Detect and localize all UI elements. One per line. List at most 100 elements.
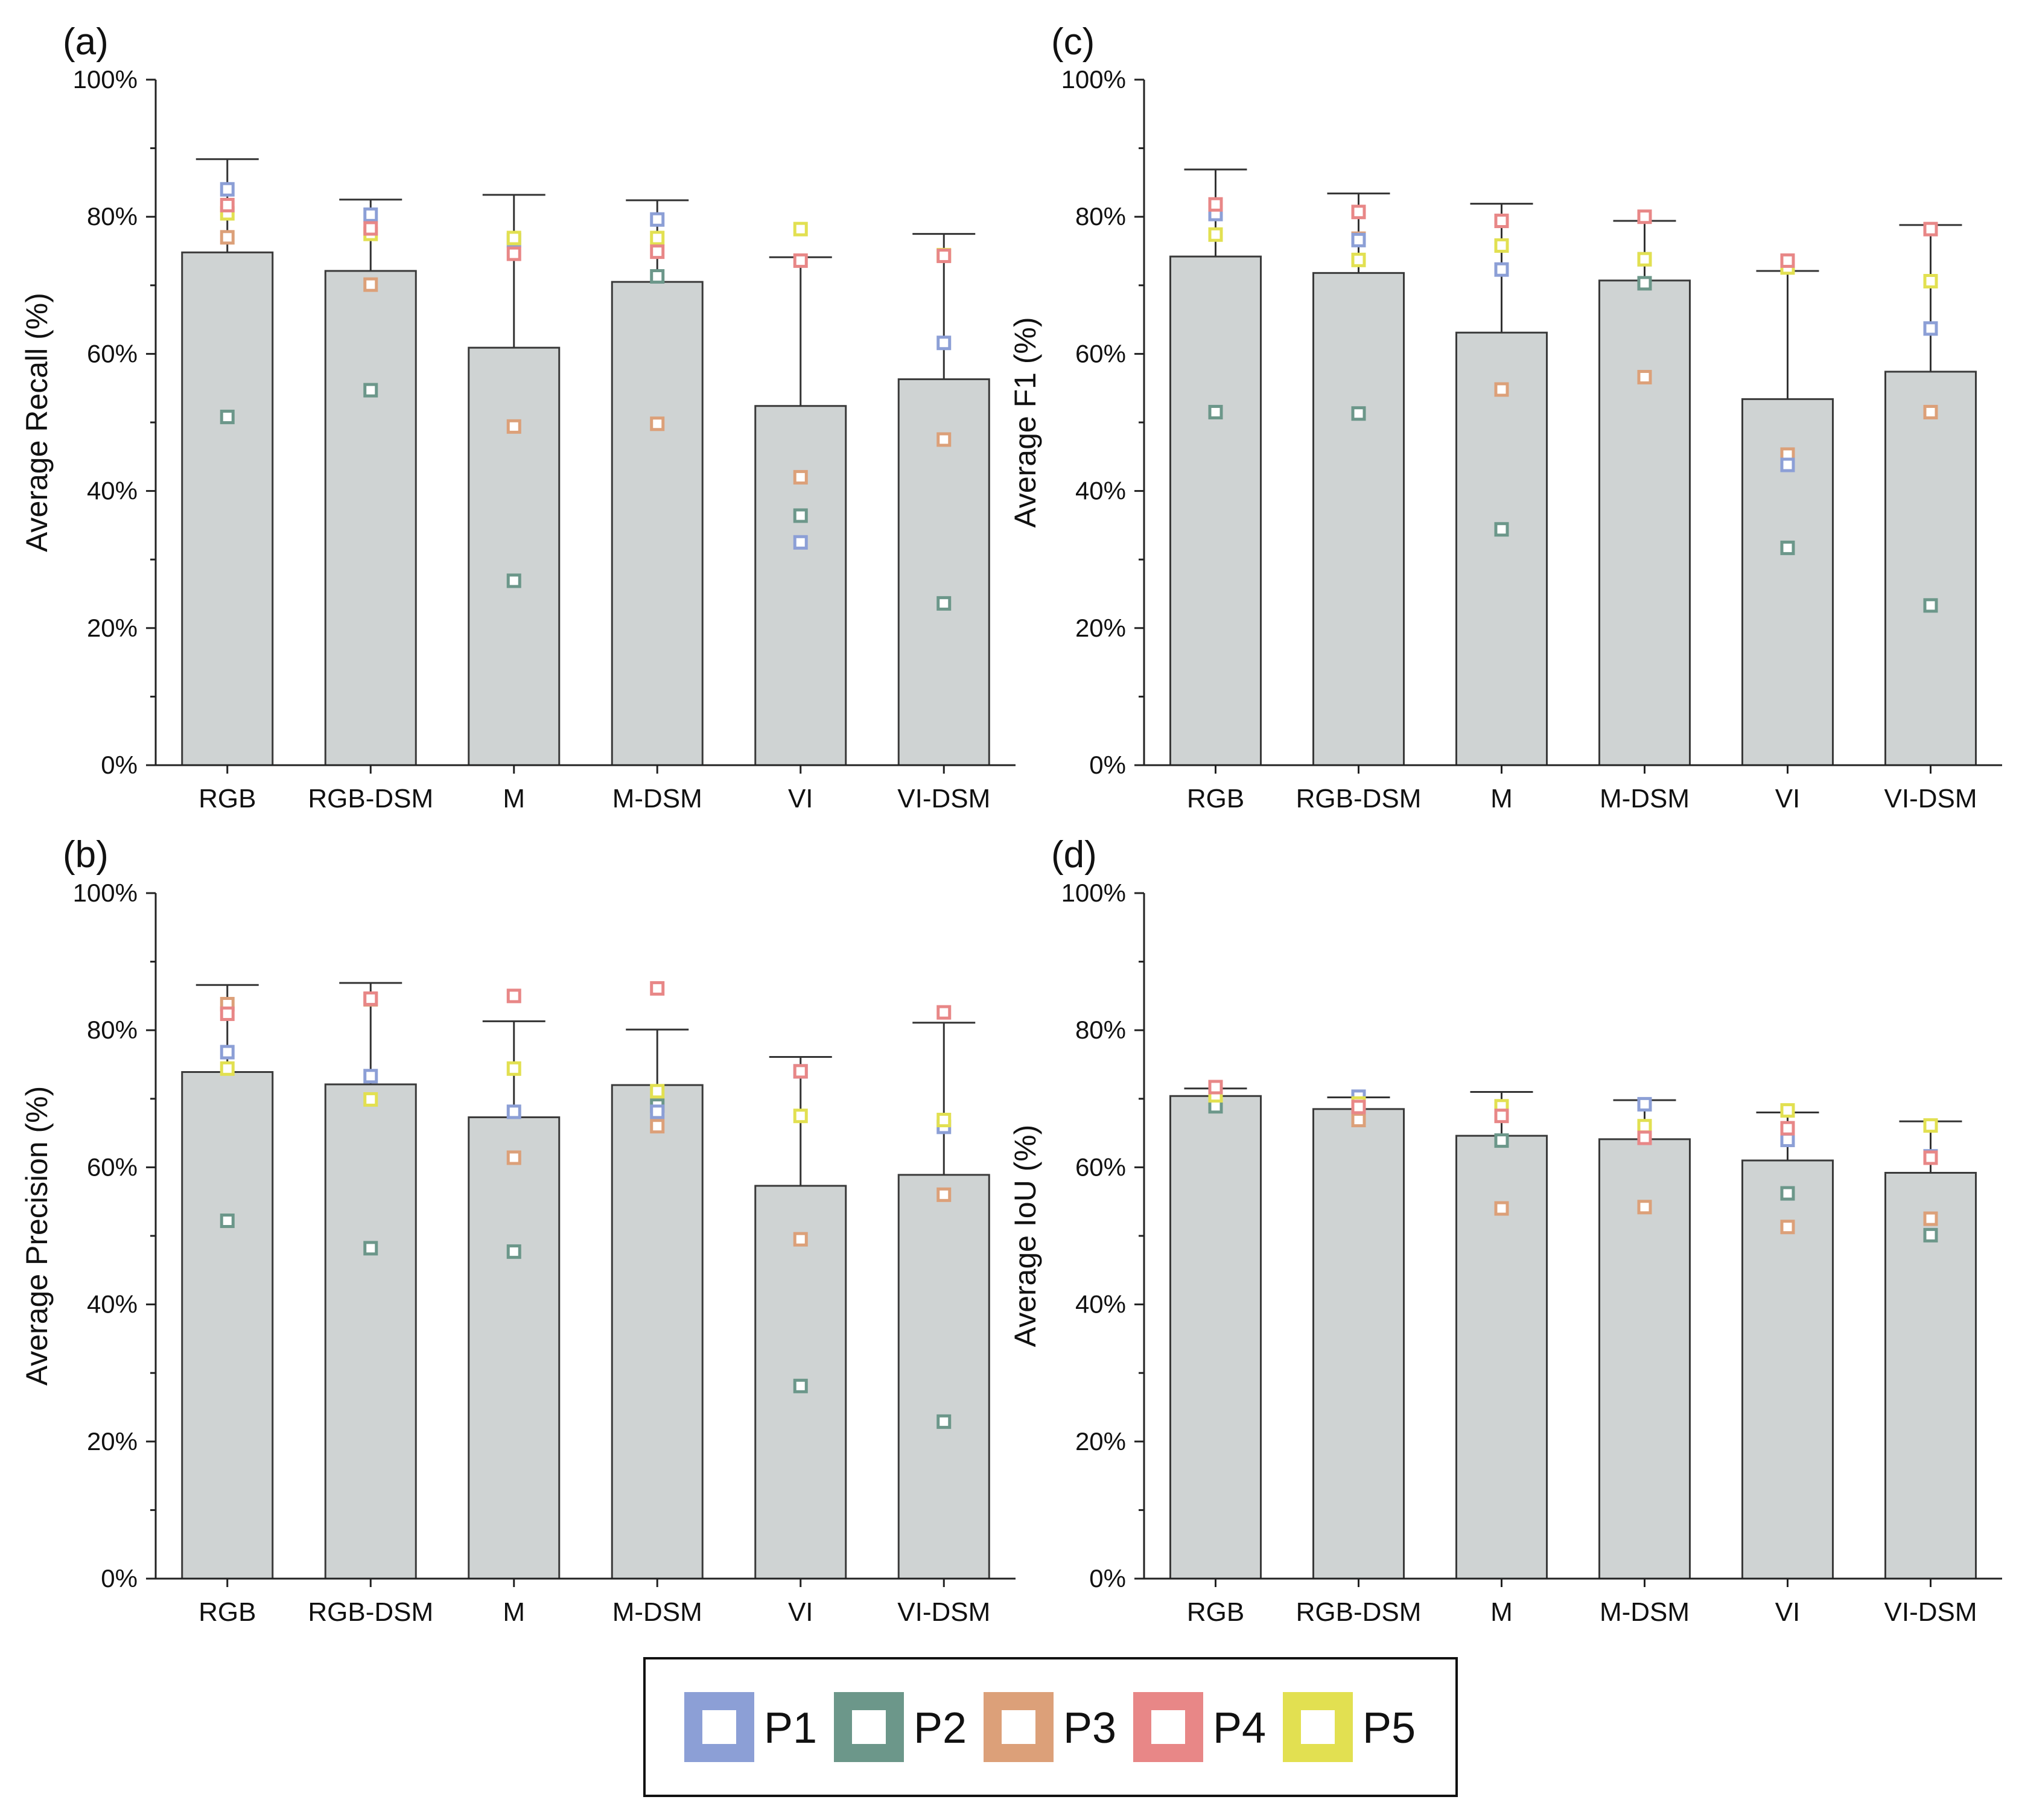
point-marker-p5 bbox=[1637, 252, 1652, 267]
x-tick-label: VI bbox=[1775, 784, 1801, 813]
point-marker-p2 bbox=[506, 1244, 521, 1259]
y-tick-label: 80% bbox=[1075, 1016, 1126, 1044]
y-tick-label: 80% bbox=[1075, 202, 1126, 231]
x-tick-label: M-DSM bbox=[612, 784, 702, 813]
x-tick-label: M-DSM bbox=[1600, 1597, 1690, 1627]
point-marker-p5 bbox=[363, 1092, 378, 1107]
point-marker-p2 bbox=[1351, 406, 1366, 421]
point-marker-p2 bbox=[1494, 522, 1509, 537]
y-tick-label: 60% bbox=[1075, 339, 1126, 368]
point-marker-p5 bbox=[793, 221, 808, 237]
legend-swatch-center bbox=[1301, 1710, 1335, 1744]
bar bbox=[754, 1185, 847, 1580]
point-marker-p5 bbox=[1494, 238, 1509, 253]
chart-panel: (c) Average F1 (%) 0% 20% 40% 60% 80% 100% RGB RG… bbox=[1008, 21, 2002, 813]
point-marker-p3 bbox=[1494, 1201, 1509, 1216]
chart-panel: (b) Average Precision (%) 0% 20% 40% 60% 80% 10… bbox=[20, 834, 1016, 1627]
point-marker-p4 bbox=[1351, 205, 1366, 220]
y-tick-label: 40% bbox=[87, 477, 138, 505]
point-marker-p5 bbox=[220, 1061, 235, 1076]
y-tick-label: 20% bbox=[1075, 614, 1126, 642]
point-marker-p1 bbox=[1494, 262, 1509, 277]
point-marker-p5 bbox=[1208, 227, 1223, 242]
point-marker-p4 bbox=[936, 248, 952, 263]
panel-label: (c) bbox=[1051, 21, 1095, 63]
point-marker-p1 bbox=[1780, 1132, 1795, 1147]
point-marker-p2 bbox=[1780, 540, 1795, 555]
point-marker-p4 bbox=[1494, 214, 1509, 229]
y-tick-label: 100% bbox=[1061, 65, 1126, 94]
y-tick-label: 100% bbox=[1061, 879, 1126, 907]
point-marker-p4 bbox=[650, 981, 665, 996]
point-marker-p3 bbox=[506, 1150, 521, 1165]
point-marker-p3 bbox=[1637, 1200, 1652, 1215]
y-tick-label: 20% bbox=[87, 614, 138, 642]
y-tick-label: 0% bbox=[101, 751, 138, 779]
point-marker-p3 bbox=[506, 419, 521, 434]
point-marker-p1 bbox=[1637, 1096, 1652, 1112]
point-marker-p4 bbox=[650, 244, 665, 259]
point-marker-p2 bbox=[220, 1214, 235, 1229]
point-marker-p5 bbox=[650, 231, 665, 246]
point-marker-p3 bbox=[1923, 1211, 1938, 1226]
point-marker-p4 bbox=[220, 1006, 235, 1021]
y-axis-title: Average Recall (%) bbox=[20, 293, 54, 552]
point-marker-p3 bbox=[1923, 404, 1938, 419]
legend: P1 P2 P3 P4 P5 bbox=[643, 1657, 1458, 1797]
point-marker-p3 bbox=[936, 432, 952, 447]
bar bbox=[181, 251, 274, 766]
x-tick-label: VI bbox=[788, 784, 813, 813]
point-marker-p5 bbox=[1637, 1119, 1652, 1134]
point-marker-p4 bbox=[1351, 1099, 1366, 1115]
x-tick-label: RGB bbox=[199, 1597, 256, 1627]
point-marker-p5 bbox=[506, 1061, 521, 1076]
panel-label: (d) bbox=[1051, 834, 1097, 876]
y-tick-label: 60% bbox=[87, 339, 138, 368]
x-tick-label: VI-DSM bbox=[1884, 784, 1977, 813]
legend-label: P3 bbox=[1063, 1704, 1116, 1752]
bar bbox=[324, 1083, 417, 1580]
point-marker-p3 bbox=[793, 1232, 808, 1247]
x-tick-label: RGB-DSM bbox=[1296, 784, 1422, 813]
point-marker-p4 bbox=[1494, 1109, 1509, 1124]
point-marker-p1 bbox=[650, 212, 665, 227]
x-tick-label: M bbox=[503, 1597, 525, 1627]
point-marker-p4 bbox=[506, 988, 521, 1004]
point-marker-p1 bbox=[1923, 321, 1938, 336]
y-tick-label: 20% bbox=[87, 1427, 138, 1456]
point-marker-p3 bbox=[220, 230, 235, 245]
point-marker-p1 bbox=[650, 1104, 665, 1119]
x-tick-label: M-DSM bbox=[612, 1597, 702, 1627]
y-tick-label: 0% bbox=[1089, 751, 1126, 779]
bar bbox=[181, 1071, 274, 1580]
bar bbox=[468, 346, 561, 766]
bar bbox=[897, 1174, 990, 1580]
x-tick-label: RGB-DSM bbox=[308, 1597, 433, 1627]
point-marker-p3 bbox=[936, 1187, 952, 1202]
point-marker-p4 bbox=[1923, 221, 1938, 237]
point-marker-p5 bbox=[650, 1084, 665, 1099]
point-marker-p1 bbox=[506, 1104, 521, 1119]
point-marker-p2 bbox=[363, 1241, 378, 1256]
point-marker-p1 bbox=[936, 336, 952, 351]
bar bbox=[754, 405, 847, 766]
point-marker-p5 bbox=[936, 1113, 952, 1128]
legend-swatch-center bbox=[1002, 1710, 1035, 1744]
y-tick-label: 0% bbox=[1089, 1564, 1126, 1592]
point-marker-p3 bbox=[1780, 1220, 1795, 1235]
point-marker-p1 bbox=[363, 1069, 378, 1084]
panel-label: (b) bbox=[63, 834, 109, 876]
point-marker-p2 bbox=[936, 596, 952, 611]
bar bbox=[611, 281, 704, 766]
y-axis-title: Average Precision (%) bbox=[20, 1086, 54, 1386]
x-tick-label: RGB bbox=[1187, 784, 1244, 813]
point-marker-p4 bbox=[220, 197, 235, 212]
bar bbox=[611, 1084, 704, 1580]
point-marker-p2 bbox=[1923, 598, 1938, 613]
point-marker-p3 bbox=[793, 469, 808, 485]
bar bbox=[1169, 255, 1262, 766]
bar bbox=[1169, 1095, 1262, 1580]
y-tick-label: 100% bbox=[73, 879, 138, 907]
point-marker-p2 bbox=[650, 269, 665, 284]
